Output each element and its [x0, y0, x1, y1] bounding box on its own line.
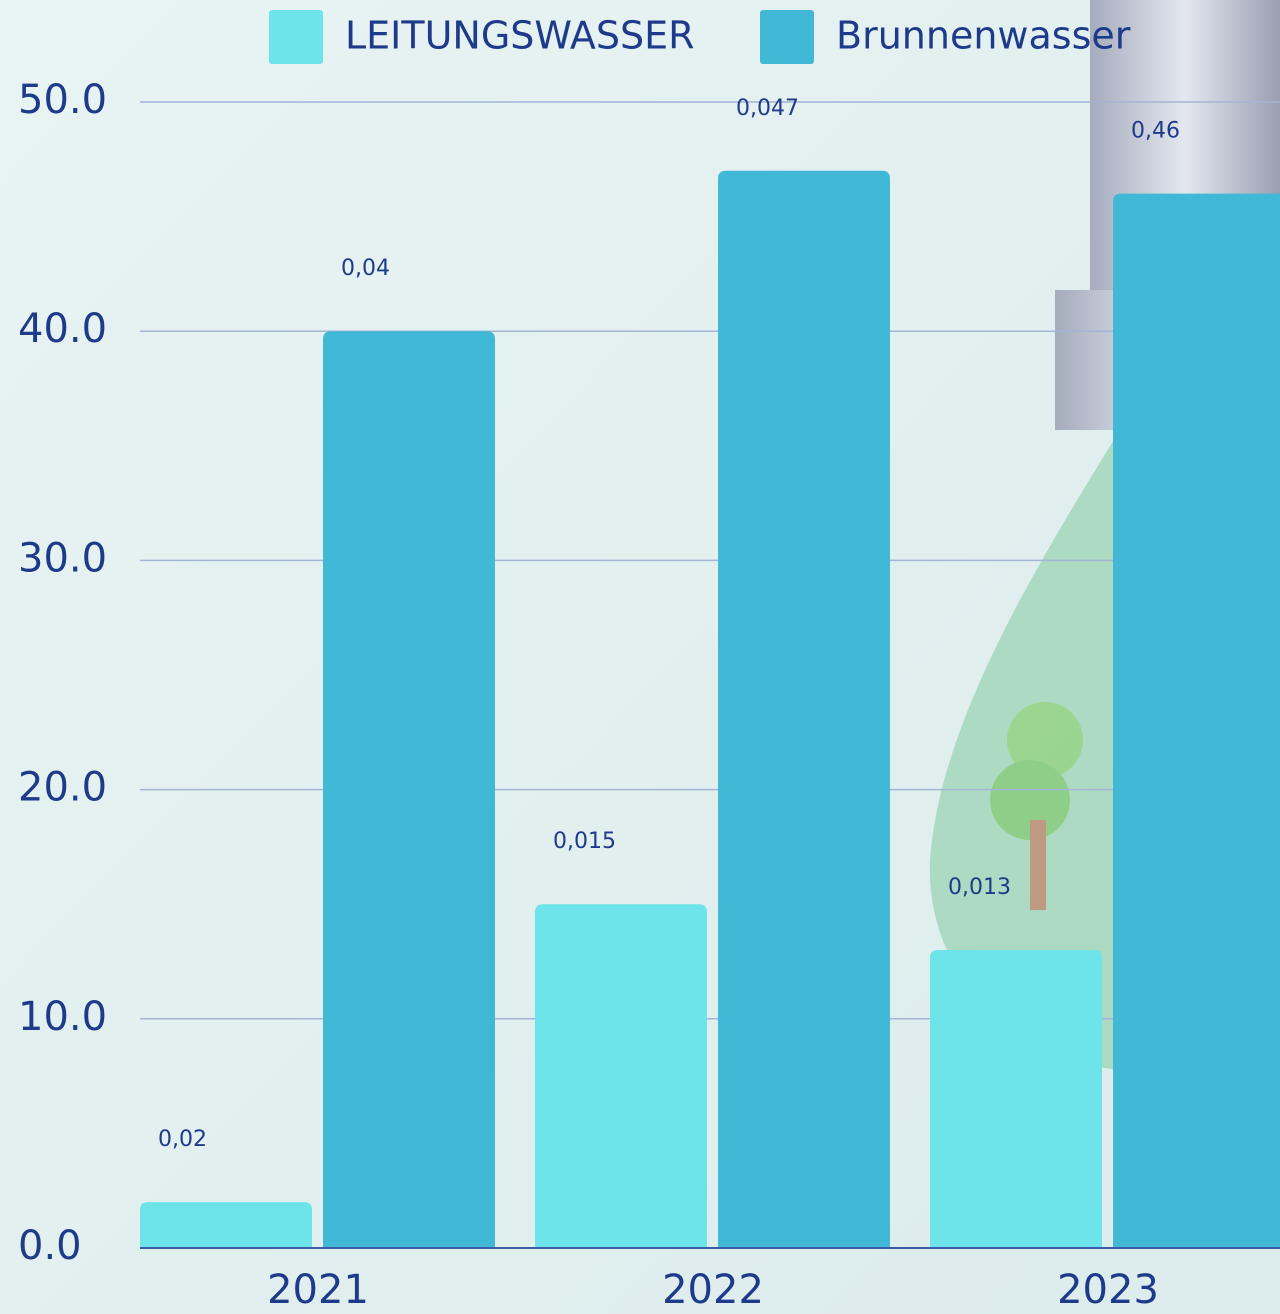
legend-label: Brunnenwasser [836, 14, 1131, 58]
bar [140, 1202, 312, 1248]
value-label: 0,013 [948, 875, 1011, 900]
x-tick-label: 2022 [662, 1267, 764, 1313]
legend-label: LEITUNGSWASSER [345, 14, 695, 58]
y-tick-label: 30.0 [18, 535, 107, 581]
bar [323, 331, 495, 1248]
value-label: 0,015 [553, 829, 616, 854]
bar [535, 904, 707, 1248]
value-label: 0,047 [736, 96, 799, 121]
y-tick-label: 10.0 [18, 994, 107, 1040]
value-label: 0,46 [1131, 119, 1180, 144]
bar [1113, 193, 1280, 1248]
y-tick-label: 50.0 [18, 77, 107, 123]
legend-swatch [760, 10, 814, 64]
y-tick-label: 0.0 [18, 1223, 82, 1269]
x-tick-label: 2023 [1057, 1267, 1159, 1313]
plot-area: 0.0 10.0 20.0 30.0 40.0 50.0 LEITUNGSWASSER Bru… [18, 10, 1280, 1313]
bar [930, 950, 1102, 1248]
value-label: 0,04 [341, 256, 390, 281]
y-tick-label: 20.0 [18, 765, 107, 811]
bar [718, 170, 890, 1248]
legend-swatch [269, 10, 323, 64]
value-label: 0,02 [158, 1127, 207, 1152]
y-tick-label: 40.0 [18, 306, 107, 352]
x-tick-label: 2021 [267, 1267, 369, 1313]
